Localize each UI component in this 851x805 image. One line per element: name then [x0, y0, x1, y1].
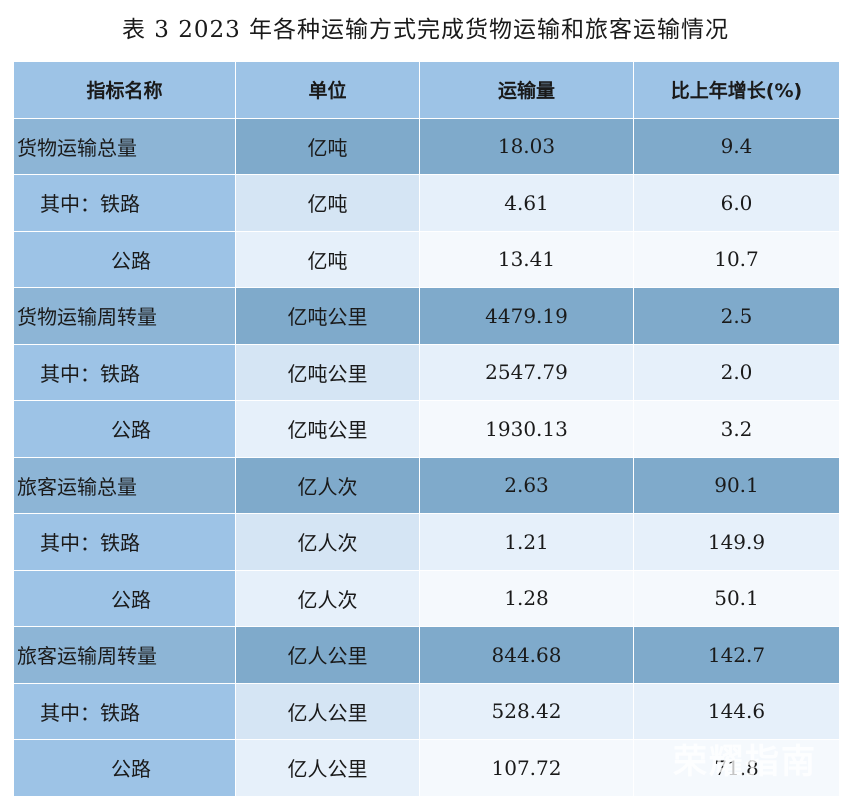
cell-volume: 4479.19 [419, 287, 634, 345]
cell-volume: 1.28 [419, 569, 634, 627]
cell-unit: 亿人公里 [235, 682, 420, 740]
cell-unit: 亿吨公里 [235, 400, 420, 458]
cell-growth: 10.7 [633, 230, 840, 288]
cell-volume: 528.42 [419, 682, 634, 740]
cell-indicator-name: 旅客运输总量 [13, 456, 236, 514]
header-growth: 比上年增长(%) [633, 61, 840, 119]
cell-growth: 149.9 [633, 513, 840, 571]
cell-growth: 9.4 [633, 117, 840, 175]
table-row: 旅客运输周转量 亿人公里 844.68 142.7 [13, 626, 840, 684]
cell-indicator-name: 旅客运输周转量 [13, 626, 236, 684]
watermark-logo: 荣耀指南 [673, 742, 817, 782]
cell-unit: 亿人次 [235, 513, 420, 571]
table-row: 公路 亿吨公里 1930.13 3.2 [13, 400, 840, 458]
cell-growth: 144.6 [633, 682, 840, 740]
table-row: 旅客运输总量 亿人次 2.63 90.1 [13, 456, 840, 514]
cell-growth: 90.1 [633, 456, 840, 514]
cell-indicator-name: 公路 [13, 739, 236, 797]
header-indicator-name: 指标名称 [13, 61, 236, 119]
cell-indicator-name: 公路 [13, 569, 236, 627]
cell-unit: 亿人次 [235, 569, 420, 627]
cell-growth: 3.2 [633, 400, 840, 458]
table-row: 其中：铁路 亿人次 1.21 149.9 [13, 513, 840, 571]
table-row: 公路 亿人次 1.28 50.1 [13, 569, 840, 627]
cell-volume: 844.68 [419, 626, 634, 684]
table-row: 货物运输总量 亿吨 18.03 9.4 [13, 117, 840, 175]
header-unit: 单位 [235, 61, 420, 119]
cell-volume: 107.72 [419, 739, 634, 797]
cell-indicator-name: 其中：铁路 [13, 343, 236, 401]
table-row: 其中：铁路 亿吨 4.61 6.0 [13, 174, 840, 232]
cell-indicator-name: 公路 [13, 400, 236, 458]
cell-volume: 2.63 [419, 456, 634, 514]
cell-volume: 1.21 [419, 513, 634, 571]
cell-indicator-name: 其中：铁路 [13, 174, 236, 232]
cell-unit: 亿吨 [235, 117, 420, 175]
cell-volume: 2547.79 [419, 343, 634, 401]
cell-indicator-name: 货物运输周转量 [13, 287, 236, 345]
cell-unit: 亿人公里 [235, 626, 420, 684]
cell-unit: 亿吨公里 [235, 287, 420, 345]
cell-growth: 71.8 [633, 739, 840, 797]
cell-unit: 亿吨 [235, 174, 420, 232]
cell-unit: 亿人公里 [235, 739, 420, 797]
table-body: 货物运输总量 亿吨 18.03 9.4 其中：铁路 亿吨 4.61 6.0 公路 亿吨 13.41 1… [13, 117, 840, 797]
cell-volume: 13.41 [419, 230, 634, 288]
cell-volume: 1930.13 [419, 400, 634, 458]
table-row: 货物运输周转量 亿吨公里 4479.19 2.5 [13, 287, 840, 345]
cell-unit: 亿吨 [235, 230, 420, 288]
cell-growth: 2.0 [633, 343, 840, 401]
header-row: 指标名称 单位 运输量 比上年增长(%) [13, 61, 840, 119]
header-volume: 运输量 [419, 61, 634, 119]
cell-growth: 6.0 [633, 174, 840, 232]
table-row: 其中：铁路 亿吨公里 2547.79 2.0 [13, 343, 840, 401]
transport-table: 指标名称 单位 运输量 比上年增长(%) 货物运输总量 亿吨 18.03 9.4 其中：… [13, 61, 840, 797]
cell-volume: 18.03 [419, 117, 634, 175]
cell-growth: 50.1 [633, 569, 840, 627]
cell-indicator-name: 其中：铁路 [13, 513, 236, 571]
cell-volume: 4.61 [419, 174, 634, 232]
cell-indicator-name: 其中：铁路 [13, 682, 236, 740]
cell-indicator-name: 公路 [13, 230, 236, 288]
table-row: 公路 亿人公里 107.72 71.8 [13, 739, 840, 797]
cell-indicator-name: 货物运输总量 [13, 117, 236, 175]
cell-unit: 亿人次 [235, 456, 420, 514]
table-row: 其中：铁路 亿人公里 528.42 144.6 [13, 682, 840, 740]
cell-growth: 142.7 [633, 626, 840, 684]
table-title: 表 3 2023 年各种运输方式完成货物运输和旅客运输情况 [121, 17, 730, 43]
cell-growth: 2.5 [633, 287, 840, 345]
table-row: 公路 亿吨 13.41 10.7 [13, 230, 840, 288]
cell-unit: 亿吨公里 [235, 343, 420, 401]
